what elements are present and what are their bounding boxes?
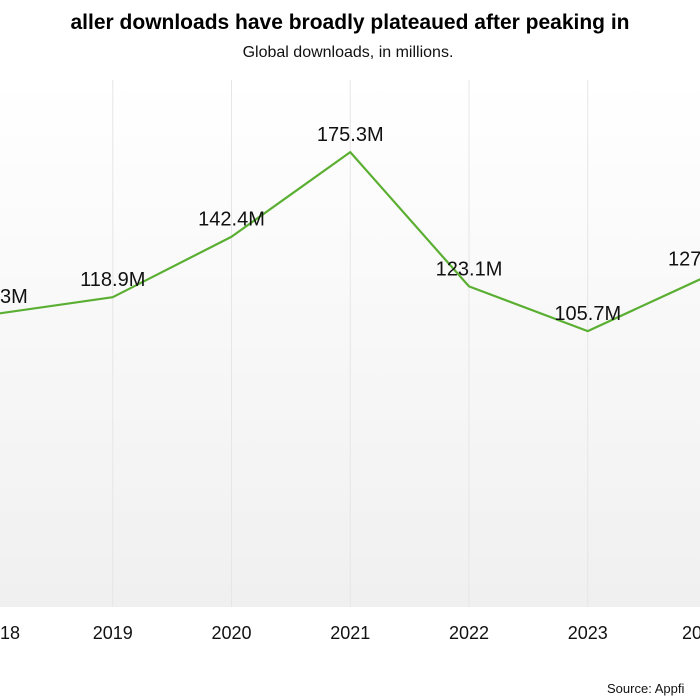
chart-title: aller downloads have broadly plateaued a… xyxy=(71,11,630,34)
data-label: 175.3M xyxy=(317,124,384,146)
source-note: Source: Appfi xyxy=(607,681,684,696)
x-tick-label: 18 xyxy=(0,623,20,643)
data-label: 118.9M xyxy=(80,269,145,291)
data-label: 123.1M xyxy=(436,258,503,280)
chart-subtitle: Global downloads, in millions. xyxy=(243,44,454,61)
data-label: 105.7M xyxy=(554,303,621,325)
data-label: 142.4M xyxy=(198,209,265,231)
x-tick-label: 2020 xyxy=(211,623,251,643)
x-tick-label: 2022 xyxy=(449,623,489,643)
x-tick-label: 20 xyxy=(682,623,700,643)
x-tick-label: 2021 xyxy=(330,623,370,643)
data-label: 127 xyxy=(668,248,700,270)
data-label: 3M xyxy=(0,286,28,308)
x-tick-label: 2023 xyxy=(568,623,608,643)
series-line xyxy=(0,151,700,333)
x-tick-label: 2019 xyxy=(93,623,133,643)
